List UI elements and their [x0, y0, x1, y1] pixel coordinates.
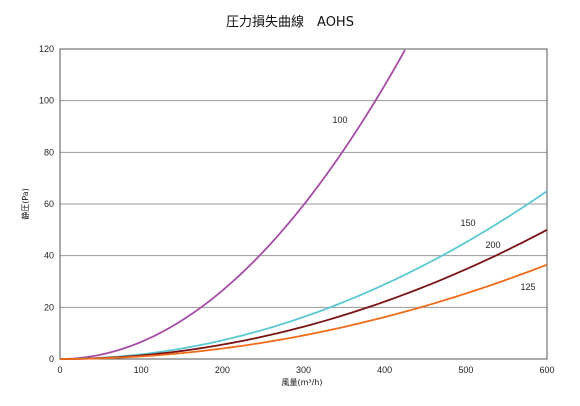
series-labels: 100 150 200 125 — [332, 115, 535, 292]
x-tick-label: 100 — [134, 365, 149, 375]
y-tick-label: 100 — [39, 96, 54, 106]
x-axis-label: 風量(m³/h) — [281, 378, 322, 387]
y-tick-label: 20 — [44, 302, 54, 312]
series-label-200: 200 — [485, 240, 500, 250]
y-tick-label: 40 — [44, 251, 54, 261]
y-tick-label: 120 — [39, 44, 54, 54]
series-label-150: 150 — [460, 218, 475, 228]
series-label-100: 100 — [332, 115, 347, 125]
series-line-200 — [59, 229, 548, 360]
x-tick-label: 0 — [57, 365, 62, 375]
x-tick-label: 500 — [458, 365, 473, 375]
x-tick-label: 200 — [215, 365, 230, 375]
y-tick-label: 60 — [44, 199, 54, 209]
tick-labels: 0 20 40 60 80 100 120 0 100 200 300 400 500 600 — [39, 44, 555, 375]
x-tick-label: 600 — [539, 365, 554, 375]
y-tick-label: 0 — [49, 354, 54, 364]
plot-frame — [59, 48, 548, 360]
series-line-100 — [59, 49, 406, 360]
series-label-125: 125 — [520, 282, 535, 292]
x-tick-label: 300 — [296, 365, 311, 375]
series-lines — [59, 49, 548, 360]
series-line-150 — [59, 190, 548, 360]
y-axis-label: 静圧(Pa) — [20, 188, 30, 220]
x-tick-label: 400 — [377, 365, 392, 375]
series-line-125 — [59, 263, 548, 360]
chart-title: 圧力損失曲線 AOHS — [226, 14, 354, 30]
y-tick-label: 80 — [44, 147, 54, 157]
